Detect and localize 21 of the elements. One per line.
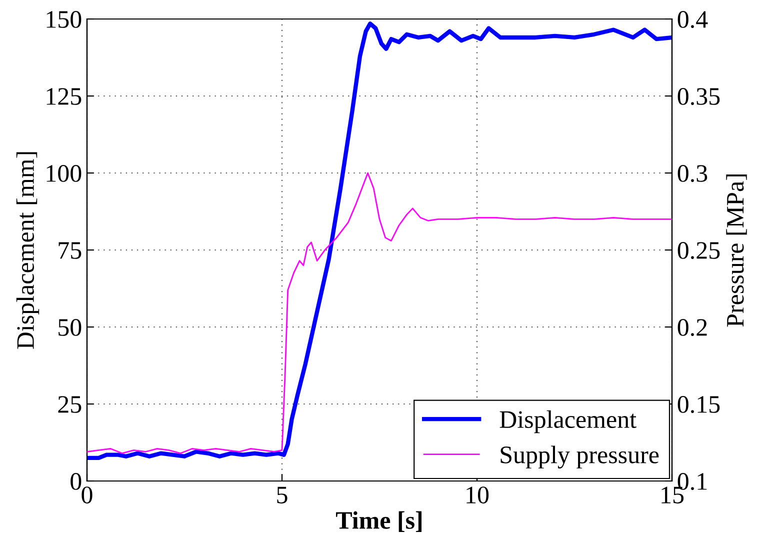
- legend-label: Displacement: [500, 410, 636, 434]
- y2-tick-label: 0.2: [678, 319, 707, 336]
- y-tick-label: 100: [46, 165, 82, 182]
- x-tick-label: 5: [277, 486, 288, 504]
- y-tick-label: 75: [58, 242, 82, 259]
- y2-axis-title: Pressure [MPa]: [726, 174, 747, 327]
- y-axis-title: Displacement [mm]: [16, 152, 40, 349]
- y-tick-label: 50: [58, 319, 82, 336]
- y-tick-label: 0: [70, 473, 82, 490]
- y-tick-label: 150: [46, 11, 82, 28]
- x-tick-label: 0: [82, 486, 92, 504]
- x-tick-label: 10: [466, 486, 489, 504]
- y-tick-label: 125: [46, 88, 82, 105]
- y2-tick-label: 0.4: [678, 11, 708, 28]
- x-axis-title: Time [s]: [336, 511, 422, 532]
- y2-tick-label: 0.35: [678, 88, 720, 106]
- y2-tick-label: 0.25: [678, 242, 720, 260]
- y-tick-label: 25: [58, 396, 82, 413]
- legend-label: Supply pressure: [500, 446, 659, 468]
- y2-tick-label: 0.15: [678, 396, 720, 414]
- y2-tick-label: 0.3: [678, 165, 708, 182]
